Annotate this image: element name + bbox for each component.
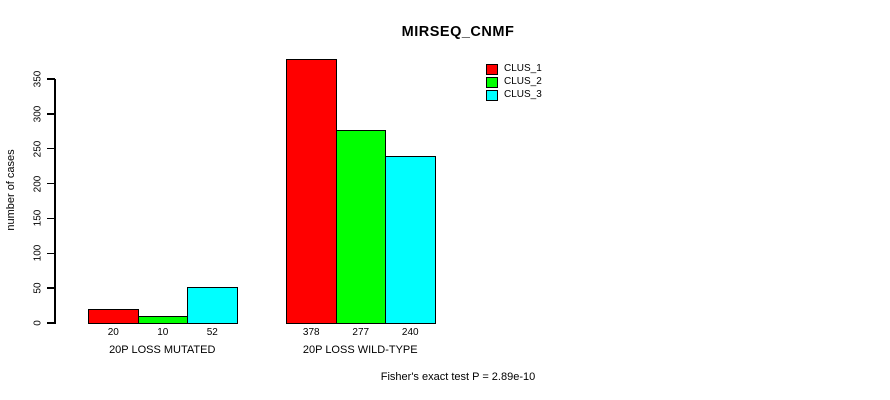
y-tick [47,182,55,185]
bar-clus_2-group2 [335,129,386,324]
y-tick [47,287,55,289]
y-tick [47,322,55,324]
y-tick-label: 50 [32,282,44,294]
bar-clus_2-group1 [137,316,188,324]
bar-value-label: 378 [302,327,320,338]
bar-value-label: 20 [107,327,119,338]
legend-label-clus_3: CLUS_3 [504,89,542,100]
category-label: 20P LOSS WILD-TYPE [302,344,418,356]
chart-title: MIRSEQ_CNMF [401,24,515,40]
bar-value-label: 277 [352,327,370,338]
y-tick [47,78,55,80]
y-tick [47,217,55,220]
y-tick-label: 300 [32,105,44,123]
bar-clus_1-group2 [286,59,337,324]
y-tick-label: 100 [32,244,44,262]
legend-label-clus_2: CLUS_2 [504,76,542,87]
legend-label-clus_1: CLUS_1 [504,63,542,74]
bar-clus_3-group1 [187,286,238,324]
y-axis-line [54,79,56,324]
y-axis-label: number of cases [5,149,17,231]
bar-value-label: 240 [401,327,419,338]
category-label: 20P LOSS MUTATED [109,344,216,356]
bar-value-label: 10 [157,327,169,338]
y-tick [47,252,55,255]
y-tick [47,113,55,115]
bar-value-label: 52 [206,327,218,338]
y-tick-label: 0 [32,320,44,326]
bar-clus_3-group2 [385,155,436,324]
y-tick-label: 150 [32,210,44,227]
legend-swatch-clus_2 [486,77,498,88]
y-tick-label: 350 [32,70,44,88]
y-tick [47,147,55,150]
bar-clus_1-group1 [88,309,139,324]
legend-swatch-clus_3 [486,90,498,101]
fisher-test-annotation: Fisher's exact test P = 2.89e-10 [380,371,536,383]
legend-swatch-clus_1 [486,64,498,75]
y-tick-label: 250 [32,140,44,158]
y-tick-label: 200 [32,175,44,192]
